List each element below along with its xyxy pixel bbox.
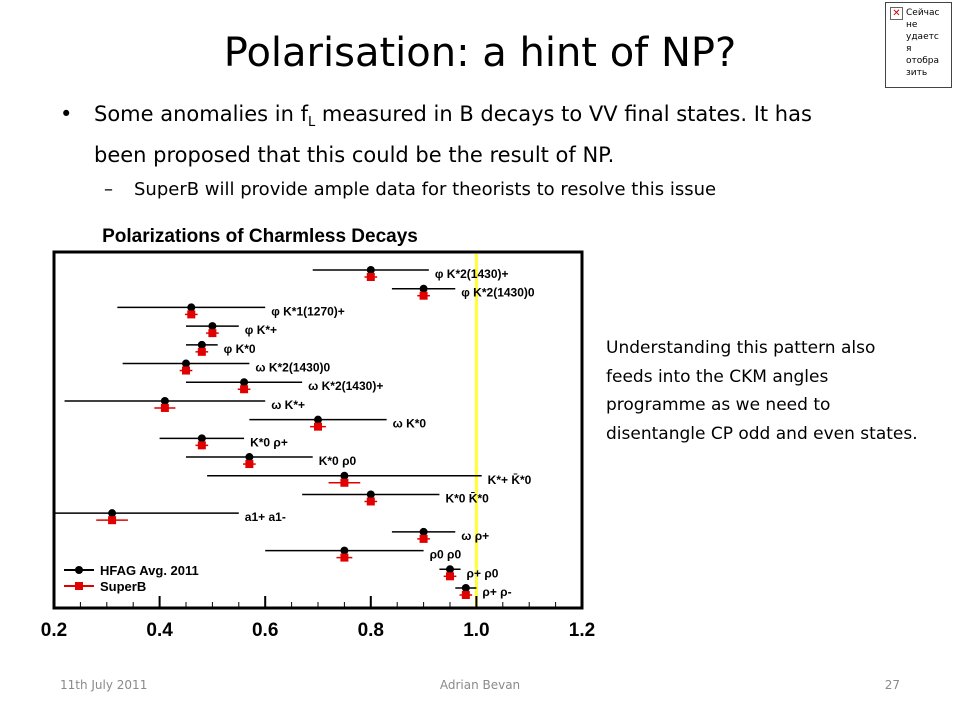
superb-point	[446, 572, 454, 581]
hfag-point	[446, 565, 454, 574]
channel-label: φ K*1(1270)+	[271, 304, 345, 318]
hfag-point	[208, 322, 217, 331]
hfag-point	[314, 415, 322, 424]
slide-title: Polarisation: a hint of NP?	[223, 30, 737, 76]
hfag-point	[340, 471, 349, 480]
hfag-point	[108, 509, 117, 518]
hfag-point	[240, 378, 249, 387]
side-note: Understanding this pattern also feeds in…	[606, 338, 918, 444]
hfag-point	[160, 396, 169, 405]
superb-point	[419, 534, 428, 543]
x-tick-label: 0.6	[252, 620, 278, 641]
bullet-list: • Some anomalies in fL measured in B dec…	[60, 98, 860, 203]
channel-label: ω K*+	[271, 398, 305, 412]
hfag-point	[461, 584, 470, 592]
superb-point	[187, 310, 196, 319]
superb-point	[366, 497, 375, 506]
superb-point	[108, 516, 117, 525]
legend-marker	[75, 582, 83, 590]
channel-label: ω K*0	[393, 417, 427, 431]
channel-label: ω K*2(1430)+	[308, 379, 383, 393]
channel-label: a1+ a1-	[245, 510, 286, 524]
channel-label: φ K*+	[245, 323, 277, 337]
plugin-placeholder[interactable]: ✕ Сейчас не удаетс я отобра зить	[885, 2, 952, 88]
footer-date: 11th July 2011	[60, 678, 148, 692]
superb-point	[340, 478, 349, 487]
sub-bullet-item: – SuperB will provide ample data for the…	[60, 177, 860, 203]
x-tick-label: 1.0	[463, 620, 489, 641]
bullet-text-start: Some anomalies in f	[94, 102, 308, 126]
superb-point	[461, 591, 470, 599]
superb-point	[197, 441, 206, 450]
footer-page-number: 27	[884, 678, 900, 692]
channel-label: ω ρ+	[461, 529, 489, 543]
hfag-point	[366, 266, 375, 274]
sub-bullet-dash-icon: –	[104, 179, 113, 201]
legend-label: HFAG Avg. 2011	[100, 563, 199, 578]
hfag-point	[419, 527, 428, 536]
legend-marker	[75, 566, 83, 574]
superb-point	[366, 273, 375, 281]
channel-label: ρ+ ρ0	[467, 566, 499, 580]
superb-point	[419, 291, 428, 300]
superb-point	[240, 385, 249, 394]
footer-author: Adrian Bevan	[439, 678, 521, 692]
plot-area: 0.2 0.4 0.6 0.8 1.0 1.2 φ K*2(1430)+ φ K*2(1430…	[41, 250, 595, 641]
hfag-point	[245, 453, 254, 462]
hfag-point	[197, 340, 206, 349]
chart-title: Polarizations of Charmless Decays	[102, 226, 418, 247]
channel-label: ρ+ ρ-	[482, 585, 511, 599]
superb-point	[340, 553, 349, 562]
hfag-point	[366, 490, 375, 499]
channel-label: K*0 K̄*0	[445, 491, 489, 505]
superb-point	[160, 403, 169, 412]
bullet-subscript: L	[308, 115, 316, 131]
superb-point	[314, 422, 322, 431]
channel-label: φ K*2(1430)0	[461, 286, 535, 300]
bullet-dot-icon: •	[60, 102, 73, 126]
x-tick-label: 0.2	[41, 620, 67, 641]
channel-label: φ K*2(1430)+	[435, 267, 509, 281]
bullet-text-end: measured in B decays to VV final states.…	[94, 102, 812, 168]
superb-point	[197, 347, 206, 356]
superb-point	[182, 366, 190, 375]
x-tick-label: 1.2	[569, 620, 595, 641]
legend-label: SuperB	[100, 579, 146, 594]
channel-label: ρ0 ρ0	[430, 548, 462, 562]
sub-bullet-text: SuperB will provide ample data for theor…	[134, 179, 717, 201]
hfag-point	[187, 303, 196, 312]
channel-label: K*0 ρ0	[319, 454, 357, 468]
channel-label: ω K*2(1430)0	[255, 361, 330, 375]
channel-label: φ K*0	[224, 342, 256, 356]
channel-label: K*+ K̄*0	[488, 473, 532, 487]
superb-point	[208, 329, 217, 338]
hfag-point	[340, 546, 349, 555]
hfag-point	[197, 434, 206, 443]
polarization-chart: Polarizations of Charmless Decays 0.2 0.4…	[41, 226, 595, 641]
x-tick-label: 0.8	[358, 620, 384, 641]
x-tick-label: 0.4	[146, 620, 173, 641]
hfag-point	[419, 284, 428, 293]
broken-image-icon: ✕	[890, 7, 903, 20]
bullet-item: • Some anomalies in fL measured in B dec…	[60, 98, 860, 171]
plugin-message: Сейчас не удаетс я отобра зить	[906, 8, 940, 78]
channel-label: K*0 ρ+	[250, 435, 288, 449]
superb-point	[245, 460, 254, 469]
hfag-point	[182, 359, 190, 368]
